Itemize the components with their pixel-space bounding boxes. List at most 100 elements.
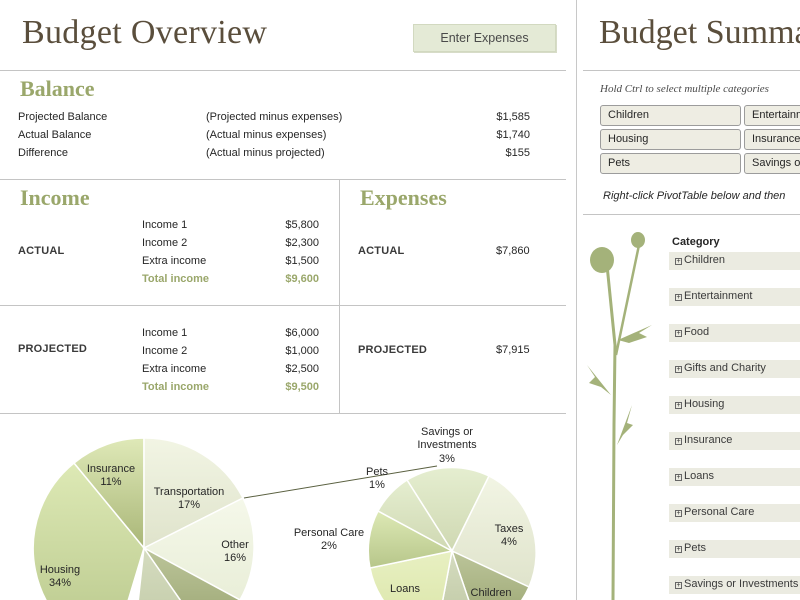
- income-row-label: Income 2: [142, 345, 188, 357]
- expenses-actual-label: ACTUAL: [358, 245, 405, 257]
- expand-icon[interactable]: +: [675, 438, 682, 445]
- balance-label: Difference: [18, 147, 68, 159]
- budget-overview-panel: Budget Overview Enter Expenses Balance P…: [0, 14, 575, 600]
- income-row-value: $5,800: [285, 219, 319, 231]
- income-projected-label: PROJECTED: [18, 343, 88, 355]
- pie-label: Children: [471, 587, 512, 599]
- pie-label: Taxes: [495, 523, 524, 535]
- pie-pct: 11%: [100, 476, 121, 488]
- category-row-housing[interactable]: + Housing: [669, 396, 800, 414]
- expenses-projected-value: $7,915: [496, 344, 530, 356]
- category-row-insurance[interactable]: + Insurance: [669, 432, 800, 450]
- expand-icon[interactable]: +: [675, 258, 682, 265]
- income-row-label: Income 1: [142, 219, 188, 231]
- category-row-food[interactable]: + Food: [669, 324, 800, 342]
- income-total-value: $9,600: [285, 273, 319, 285]
- income-heading: Income: [20, 185, 90, 210]
- expenses-projected-label: PROJECTED: [358, 344, 428, 356]
- category-label: Savings or Investments: [684, 578, 799, 590]
- income-total-value: $9,500: [285, 381, 319, 393]
- expand-icon[interactable]: +: [675, 330, 682, 337]
- category-label: Housing: [684, 398, 725, 410]
- pie-label: Other: [221, 539, 249, 551]
- category-row-pets[interactable]: + Pets: [669, 540, 800, 558]
- category-label: Loans: [684, 470, 714, 482]
- category-label: Insurance: [684, 434, 733, 446]
- income-row-value: $1,000: [285, 345, 319, 357]
- enter-expenses-button[interactable]: Enter Expenses: [413, 24, 556, 52]
- income-total-label: Total income: [142, 381, 210, 393]
- divider: [583, 214, 800, 215]
- budget-summary-panel: Budget Summary Hold Ctrl to select multi…: [576, 0, 800, 600]
- slicer-button-insurance[interactable]: Insurance: [744, 129, 800, 150]
- pie-label: Transportation: [154, 486, 225, 498]
- expand-icon[interactable]: +: [675, 366, 682, 373]
- expand-icon[interactable]: +: [675, 546, 682, 553]
- pie-pct: 1%: [369, 479, 385, 491]
- balance-note: (Actual minus expenses): [206, 129, 327, 141]
- balance-value: $155: [505, 147, 530, 159]
- pie-label: Housing: [40, 564, 80, 576]
- income-row-value: $2,300: [285, 237, 319, 249]
- category-label: Personal Care: [684, 506, 755, 518]
- balance-label: Actual Balance: [18, 129, 92, 141]
- category-label: Entertainment: [684, 290, 753, 302]
- expand-icon[interactable]: +: [675, 582, 682, 589]
- category-header: Category: [672, 236, 720, 248]
- income-actual-label: ACTUAL: [18, 245, 65, 257]
- slicer-button-housing[interactable]: Housing: [600, 129, 741, 150]
- pie-label: Investments: [417, 439, 477, 451]
- balance-heading: Balance: [20, 76, 95, 101]
- secondary-pie: [367, 466, 537, 600]
- balance-value: $1,740: [496, 129, 530, 141]
- pie-pct: 16%: [224, 552, 246, 564]
- category-label: Pets: [684, 542, 707, 554]
- income-row-label: Extra income: [142, 363, 207, 375]
- balance-note: (Projected minus expenses): [206, 111, 343, 123]
- income-row-value: $6,000: [285, 327, 319, 339]
- slicer-button-entertainment[interactable]: Entertainment: [744, 105, 800, 126]
- pie-label: Personal Care: [294, 527, 364, 539]
- balance-label: Projected Balance: [18, 111, 108, 123]
- category-row-children[interactable]: + Children: [669, 252, 800, 270]
- category-row-savings[interactable]: + Savings or Investments: [669, 576, 800, 594]
- expense-pie-chart[interactable]: Insurance 11% Transportation 17% Other 1…: [0, 414, 575, 600]
- divider: [0, 179, 566, 180]
- income-row-label: Extra income: [142, 255, 207, 267]
- pie-pct: 4%: [501, 536, 517, 548]
- slicer-hint: Hold Ctrl to select multiple categories: [600, 83, 769, 95]
- expand-icon[interactable]: +: [675, 402, 682, 409]
- summary-title: Budget Summary: [599, 14, 800, 51]
- expenses-heading: Expenses: [360, 185, 447, 210]
- pie-pct: 17%: [178, 499, 200, 511]
- pie-label: Pets: [366, 466, 389, 478]
- expand-icon[interactable]: +: [675, 474, 682, 481]
- pie-label: Loans: [390, 583, 420, 595]
- divider: [0, 305, 566, 306]
- expand-icon[interactable]: +: [675, 510, 682, 517]
- expand-icon[interactable]: +: [675, 294, 682, 301]
- category-label: Food: [684, 326, 710, 338]
- main-pie: [32, 437, 255, 600]
- divider: [0, 70, 566, 71]
- slicer-button-savings[interactable]: Savings or Investments: [744, 153, 800, 174]
- income-row-value: $2,500: [285, 363, 319, 375]
- category-row-gifts[interactable]: + Gifts and Charity: [669, 360, 800, 378]
- pie-pct: 34%: [49, 577, 71, 589]
- plant-illustration-icon: [587, 232, 652, 600]
- slicer-button-children[interactable]: Children: [600, 105, 741, 126]
- divider: [339, 179, 340, 413]
- category-row-entertainment[interactable]: + Entertainment: [669, 288, 800, 306]
- income-row-label: Income 2: [142, 237, 188, 249]
- category-row-personal-care[interactable]: + Personal Care: [669, 504, 800, 522]
- pivot-hint: Right-click PivotTable below and then: [603, 190, 786, 202]
- category-row-loans[interactable]: + Loans: [669, 468, 800, 486]
- balance-note: (Actual minus projected): [206, 147, 325, 159]
- category-label: Gifts and Charity: [684, 362, 766, 374]
- expenses-actual-value: $7,860: [496, 245, 530, 257]
- divider: [583, 70, 800, 71]
- balance-value: $1,585: [496, 111, 530, 123]
- slicer-button-pets[interactable]: Pets: [600, 153, 741, 174]
- connector-line: [243, 465, 438, 499]
- pie-label: Savings or: [421, 426, 473, 438]
